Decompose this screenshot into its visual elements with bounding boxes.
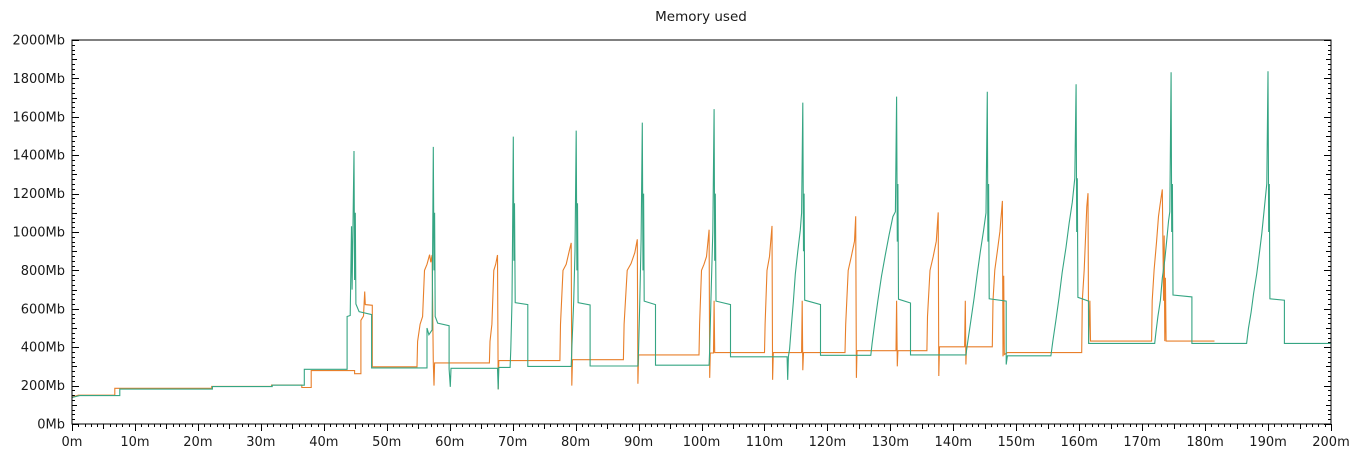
x-tick-label: 60m: [435, 435, 464, 450]
x-tick-label: 80m: [561, 435, 590, 450]
y-tick-label: 800Mb: [21, 264, 65, 279]
x-tick-label: 200m: [1312, 435, 1349, 450]
plot-border: [71, 39, 1332, 425]
y-tick-label: 1400Mb: [12, 149, 65, 164]
y-tick-label: 1800Mb: [12, 72, 65, 87]
y-tick-label: 0Mb: [37, 418, 65, 433]
x-tick-label: 170m: [1123, 435, 1160, 450]
y-tick-label: 1600Mb: [12, 110, 65, 125]
series-memory-green-line: [71, 71, 1331, 399]
x-tick-label: 100m: [683, 435, 720, 450]
x-tick-label: 20m: [183, 435, 212, 450]
x-tick-label: 130m: [872, 435, 909, 450]
series-lines: [71, 71, 1331, 399]
x-tick-label: 50m: [372, 435, 401, 450]
x-tick-label: 10m: [120, 435, 149, 450]
x-tick-label: 160m: [1060, 435, 1097, 450]
x-tick-label: 90m: [624, 435, 653, 450]
y-tick-label: 600Mb: [21, 302, 65, 317]
y-tick-label: 1000Mb: [12, 226, 65, 241]
x-tick-label: 0m: [62, 435, 83, 450]
x-tick-label: 180m: [1186, 435, 1223, 450]
x-tick-label: 120m: [809, 435, 846, 450]
y-tick-label: 1200Mb: [12, 187, 65, 202]
x-tick-label: 190m: [1249, 435, 1286, 450]
x-tick-label: 40m: [309, 435, 338, 450]
x-tick-label: 110m: [746, 435, 783, 450]
chart-title: Memory used: [655, 9, 747, 25]
x-tick-label: 140m: [935, 435, 972, 450]
axis-ticks: [72, 40, 1332, 431]
x-tick-label: 30m: [246, 435, 275, 450]
axis-tick-labels: 0m 10m 20m 30m 40m 50m 60m 70m 80m 90m 100m 110m 120…: [12, 34, 1349, 451]
y-tick-label: 400Mb: [21, 341, 65, 356]
x-tick-label: 150m: [998, 435, 1035, 450]
series-memory-orange-line: [71, 189, 1215, 398]
x-tick-label: 70m: [498, 435, 527, 450]
y-tick-label: 2000Mb: [12, 34, 65, 49]
y-tick-label: 200Mb: [21, 379, 65, 394]
